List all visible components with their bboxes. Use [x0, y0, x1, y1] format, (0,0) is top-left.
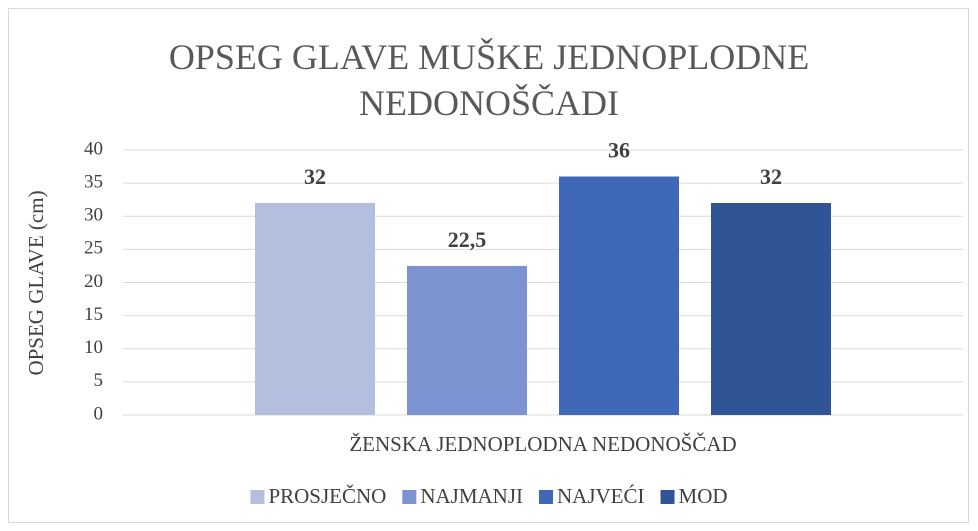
y-tick-label: 30 — [84, 205, 103, 226]
value-label: 32 — [304, 164, 326, 189]
y-tick-label: 10 — [84, 337, 103, 358]
legend-label: NAJVEĆI — [557, 484, 645, 508]
value-label: 22,5 — [448, 227, 487, 252]
y-axis-label: OPSEG GLAVE (cm) — [24, 190, 48, 375]
legend-label: PROSJEČNO — [268, 484, 386, 508]
bar — [711, 203, 831, 415]
legend-swatch — [660, 490, 675, 504]
y-tick-label: 35 — [84, 171, 103, 192]
x-tick-label: ŽENSKA JEDNOPLODNA NEDONOŠČAD — [349, 432, 736, 456]
y-tick-label: 15 — [84, 304, 103, 325]
bar — [407, 265, 527, 415]
legend-label: MOD — [679, 484, 728, 508]
bar — [255, 203, 375, 415]
legend-swatch — [402, 490, 417, 504]
y-tick-label: 40 — [84, 138, 103, 159]
y-tick-label: 25 — [84, 238, 103, 259]
y-tick-label: 5 — [94, 370, 104, 391]
chart-title: OPSEG GLAVE MUŠKE JEDNOPLODNE NEDONOŠČAD… — [168, 37, 810, 123]
bar — [559, 176, 679, 415]
legend-label: NAJMANJI — [420, 484, 523, 508]
value-label: 32 — [760, 164, 782, 189]
y-tick-label: 0 — [94, 403, 104, 424]
value-label: 36 — [608, 138, 630, 163]
legend-swatch — [250, 490, 265, 504]
legend-swatch — [539, 490, 554, 504]
y-tick-label: 20 — [84, 271, 103, 292]
